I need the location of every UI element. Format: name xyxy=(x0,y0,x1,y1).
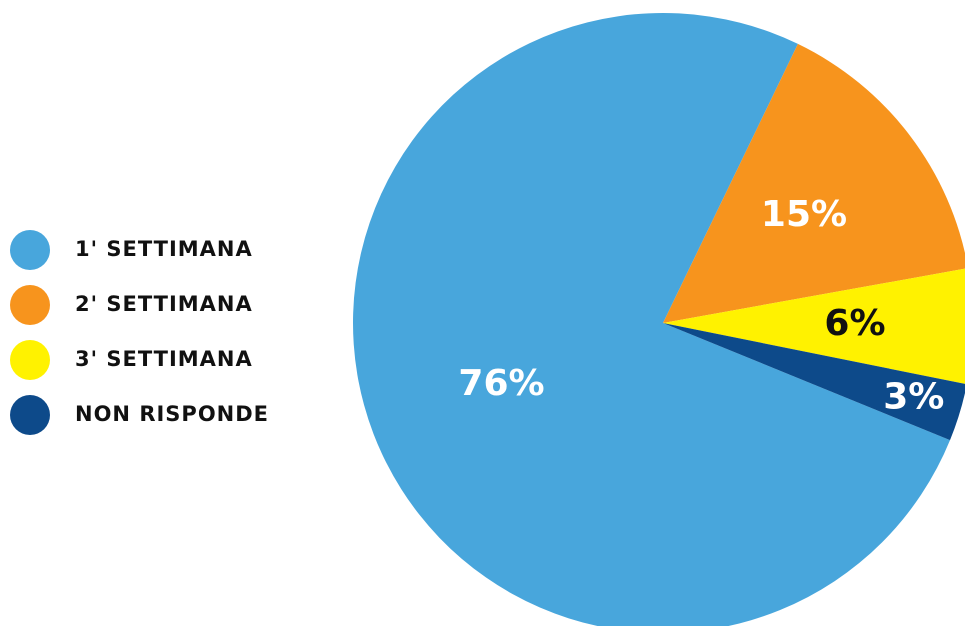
legend-label: 1' SETTIMANA xyxy=(75,237,253,261)
legend-swatch xyxy=(10,230,50,270)
legend-swatch xyxy=(10,285,50,325)
legend-label: NON RISPONDE xyxy=(75,402,269,426)
legend-label: 3' SETTIMANA xyxy=(75,347,253,371)
legend-swatch xyxy=(10,340,50,380)
value-label: 3% xyxy=(883,377,944,418)
pie-slice xyxy=(663,268,965,384)
value-label: 76% xyxy=(458,363,544,404)
legend-swatch xyxy=(10,395,50,435)
value-label: 6% xyxy=(824,303,885,344)
value-label: 15% xyxy=(761,194,847,235)
pie-slice xyxy=(353,13,951,626)
legend-label: 2' SETTIMANA xyxy=(75,292,253,316)
pie-slice xyxy=(663,43,965,323)
pie-slice xyxy=(663,323,965,441)
